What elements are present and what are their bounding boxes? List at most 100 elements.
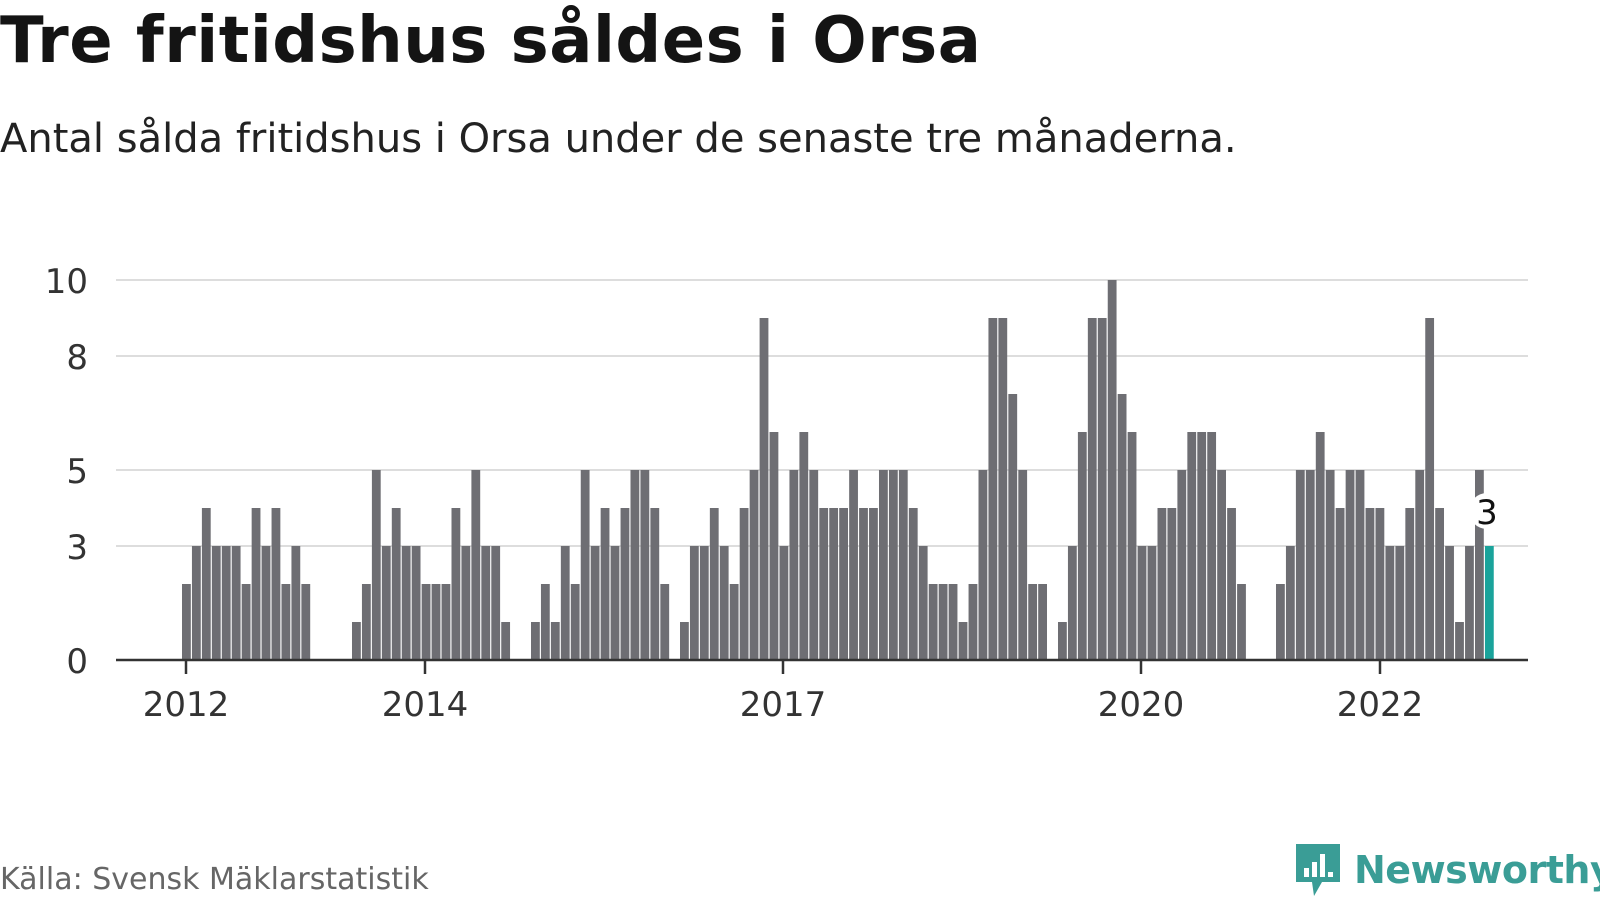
bar: [789, 470, 799, 660]
bar: [888, 470, 898, 660]
x-tick-label: 2020: [1098, 685, 1185, 725]
bar-highlight: [1484, 546, 1494, 660]
bar: [182, 584, 191, 660]
bar: [729, 584, 739, 660]
x-tick-label: 2022: [1337, 685, 1424, 725]
bar: [1157, 508, 1167, 660]
bar: [501, 622, 511, 660]
bar: [610, 546, 620, 660]
bar: [1385, 546, 1395, 660]
bar: [689, 546, 699, 660]
bar: [201, 508, 211, 660]
bar: [580, 470, 590, 660]
bar: [301, 584, 311, 660]
bar: [1038, 584, 1047, 660]
bar: [451, 508, 461, 660]
bar: [1067, 546, 1077, 660]
bar: [879, 470, 888, 660]
bar: [371, 470, 381, 660]
y-tick-label: 3: [66, 528, 88, 568]
bar: [819, 508, 829, 660]
bar: [869, 508, 878, 660]
y-tick-label: 8: [66, 338, 88, 378]
bar: [1365, 508, 1375, 660]
brand-name: Newsworthy: [1354, 848, 1600, 892]
bar: [1425, 318, 1435, 660]
bar: [1395, 546, 1405, 660]
bar: [1197, 432, 1207, 660]
bar: [1345, 470, 1355, 660]
bar: [1018, 470, 1028, 660]
bar: [1305, 470, 1315, 660]
bar: [431, 584, 441, 660]
bar: [1237, 584, 1246, 660]
bar: [291, 546, 301, 660]
annotation-halo: [1468, 493, 1505, 529]
bar: [471, 470, 481, 660]
bar: [211, 546, 221, 660]
bar: [749, 470, 759, 660]
bar: [938, 584, 948, 660]
bar: [799, 432, 809, 660]
bar: [570, 584, 580, 660]
bar: [1058, 622, 1067, 660]
annotation-label: 3: [1476, 493, 1498, 533]
bar: [1167, 508, 1177, 660]
x-tick-label: 2014: [382, 685, 469, 725]
newsworthy-bars-icon: [1296, 844, 1340, 896]
bar: [391, 508, 401, 660]
bar: [1276, 584, 1285, 660]
bar: [281, 584, 291, 660]
x-tick-label: 2012: [143, 685, 230, 725]
bar: [650, 508, 660, 660]
bar: [859, 508, 868, 660]
bar: [1315, 432, 1325, 660]
bar: [1147, 546, 1157, 660]
bar: [540, 584, 550, 660]
bar: [1465, 546, 1474, 660]
bar: [1087, 318, 1097, 660]
bar: [660, 584, 670, 660]
brand-logo: Newsworthy: [1292, 840, 1600, 900]
bar: [739, 508, 749, 660]
bar: [839, 508, 848, 660]
bar: [829, 508, 839, 660]
bar: [261, 546, 271, 660]
bar: [491, 546, 501, 660]
bar: [251, 508, 261, 660]
bar: [1028, 584, 1038, 660]
x-tick-label: 2017: [740, 685, 827, 725]
bar: [908, 508, 918, 660]
bar: [1077, 432, 1087, 660]
bar: [918, 546, 928, 660]
bar: [531, 622, 540, 660]
bar: [988, 318, 998, 660]
bar: [1137, 546, 1147, 660]
bar: [550, 622, 560, 660]
bar: [1335, 508, 1345, 660]
bar: [1117, 394, 1127, 660]
y-tick-label: 5: [66, 452, 88, 492]
bar: [1455, 622, 1464, 660]
chart-title: Tre fritidshus såldes i Orsa: [0, 4, 982, 78]
source-note: Källa: Svensk Mäklarstatistik: [0, 862, 429, 897]
bar: [1405, 508, 1415, 660]
bar: [1445, 546, 1454, 660]
bar: [401, 546, 411, 660]
bar: [352, 622, 361, 660]
bar: [709, 508, 719, 660]
bar: [968, 584, 978, 660]
bar: [441, 584, 451, 660]
bar: [191, 546, 201, 660]
bar: [560, 546, 570, 660]
bar: [948, 584, 958, 660]
bar: [1107, 280, 1117, 660]
bar: [1207, 432, 1217, 660]
bar: [600, 508, 610, 660]
bar: [759, 318, 769, 660]
bar: [998, 318, 1008, 660]
bar: [1217, 470, 1226, 660]
bar: [411, 546, 421, 660]
bar: [719, 546, 729, 660]
